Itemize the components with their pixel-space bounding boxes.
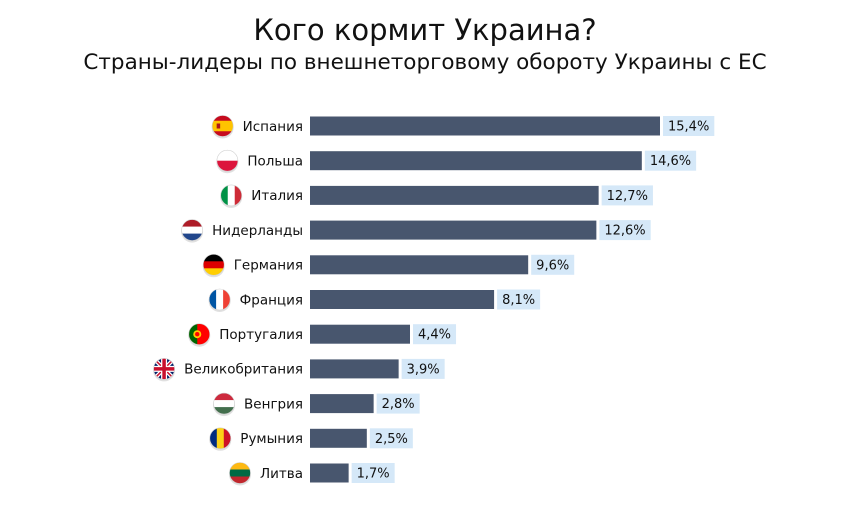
value-label: 14,6% (650, 154, 691, 169)
value-label: 9,6% (536, 258, 569, 273)
category-label: Румыния (240, 431, 303, 447)
value-label-bg (401, 358, 445, 379)
value-label-bg (369, 428, 413, 449)
bar (310, 290, 495, 309)
chart-title: Кого кормит Украина? (253, 13, 597, 47)
bar (310, 116, 660, 136)
category-label: Португалия (219, 327, 303, 343)
category-label: Нидерланды (212, 223, 303, 239)
category-label: Венгрия (244, 396, 303, 412)
flag-hungary-icon (213, 392, 236, 417)
flag-netherlands-icon (181, 219, 204, 243)
bar (310, 185, 599, 205)
value-label: 2,8% (382, 397, 415, 412)
bar (310, 463, 349, 483)
category-label: Литва (260, 466, 303, 482)
value-label: 12,6% (604, 224, 645, 239)
value-label: 8,1% (502, 293, 535, 308)
value-label-bg (497, 289, 541, 310)
flag-italy-icon (220, 184, 243, 208)
category-label: Великобритания (184, 362, 303, 378)
flag-spain-icon (211, 115, 234, 139)
flag-lithuania-icon (228, 462, 251, 486)
flag-portugal-icon (188, 323, 211, 347)
bar (310, 255, 529, 275)
value-label-bg (531, 254, 575, 275)
category-label: Польша (247, 154, 303, 170)
category-label: Испания (243, 119, 303, 135)
value-label: 4,4% (418, 328, 451, 343)
value-label: 15,4% (668, 120, 709, 135)
category-label: Германия (234, 258, 303, 274)
value-label: 12,7% (607, 189, 648, 204)
bar (310, 220, 597, 240)
value-label: 1,7% (357, 467, 390, 482)
value-label-bg (663, 116, 715, 136)
value-label-bg (599, 220, 651, 241)
bar (310, 359, 399, 379)
category-label: Франция (240, 292, 303, 308)
flag-poland-icon (216, 149, 239, 174)
chart-subtitle: Страны-лидеры по внешнеторговому обороту… (83, 50, 767, 75)
flag-romania-icon (209, 427, 232, 451)
bar (310, 151, 642, 171)
value-label-bg (601, 185, 653, 206)
bar (310, 324, 410, 344)
flag-germany-icon (202, 253, 225, 278)
flag-france-icon (208, 288, 231, 312)
value-label: 2,5% (375, 432, 408, 447)
bar (310, 428, 367, 448)
value-label-bg (644, 150, 697, 171)
value-label: 3,9% (407, 362, 440, 377)
value-label-bg (413, 324, 457, 345)
value-label-bg (351, 463, 395, 483)
bar (310, 394, 374, 414)
flag-uk-icon (153, 358, 176, 382)
category-label: Италия (251, 188, 303, 204)
value-label-bg (376, 393, 420, 414)
